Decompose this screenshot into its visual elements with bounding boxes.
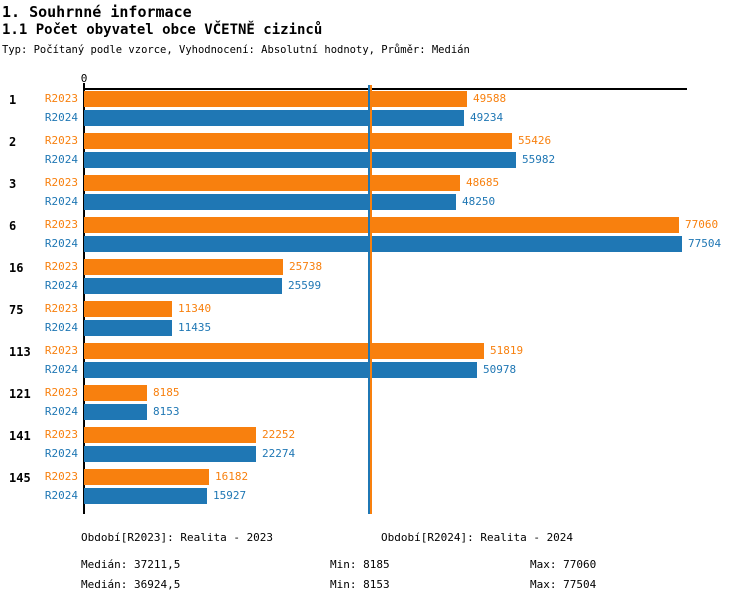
category-label: 113 xyxy=(9,345,31,359)
bar-r2023 xyxy=(84,343,484,359)
bar-value-r2024: 50978 xyxy=(483,363,517,376)
category-label: 16 xyxy=(9,261,24,275)
bar-value-r2023: 22252 xyxy=(262,428,296,441)
series-label-r2024: R2024 xyxy=(44,195,78,208)
chart-meta-line: Typ: Počítaný podle vzorce, Vyhodnocení:… xyxy=(2,44,470,56)
category-label: 2 xyxy=(9,135,17,149)
bar-value-r2024: 15927 xyxy=(213,489,247,502)
category-label: 145 xyxy=(9,471,31,485)
bar-r2023 xyxy=(84,91,467,107)
bar-r2024 xyxy=(84,362,477,378)
report-title: 1. Souhrnné informace xyxy=(2,3,192,21)
series-label-r2023: R2023 xyxy=(44,470,78,483)
stat-median-2024: Medián: 36924,5 xyxy=(81,578,181,591)
bar-value-r2023: 55426 xyxy=(518,134,552,147)
bar-r2023 xyxy=(84,175,460,191)
bar-r2024 xyxy=(84,404,147,420)
x-axis-line xyxy=(83,88,687,90)
series-label-r2024: R2024 xyxy=(44,447,78,460)
x-axis-tick xyxy=(83,83,85,88)
median-line-2024 xyxy=(368,85,370,514)
category-label: 1 xyxy=(9,93,17,107)
stat-min-2024: Min: 8153 xyxy=(330,578,390,591)
series-label-r2023: R2023 xyxy=(44,344,78,357)
stat-median-2023: Medián: 37211,5 xyxy=(81,558,181,571)
bar-r2023 xyxy=(84,427,256,443)
bar-value-r2023: 48685 xyxy=(466,176,500,189)
bar-value-r2023: 49588 xyxy=(473,92,507,105)
stat-min-2023: Min: 8185 xyxy=(330,558,390,571)
bar-value-r2024: 55982 xyxy=(522,153,556,166)
category-label: 141 xyxy=(9,429,31,443)
bar-r2023 xyxy=(84,133,512,149)
stat-max-2024: Max: 77504 xyxy=(530,578,597,591)
bar-r2023 xyxy=(84,217,679,233)
category-label: 75 xyxy=(9,303,24,317)
section-title: 1.1 Počet obyvatel obce VČETNĚ cizinců xyxy=(2,22,323,38)
x-axis-zero-label: 0 xyxy=(80,72,88,85)
bar-value-r2024: 25599 xyxy=(288,279,322,292)
bar-value-r2023: 25738 xyxy=(289,260,323,273)
bar-value-r2024: 11435 xyxy=(178,321,212,334)
series-label-r2023: R2023 xyxy=(44,302,78,315)
category-label: 121 xyxy=(9,387,31,401)
bar-r2024 xyxy=(84,236,682,252)
bar-value-r2023: 11340 xyxy=(178,302,212,315)
series-label-r2023: R2023 xyxy=(44,218,78,231)
series-label-r2024: R2024 xyxy=(44,153,78,166)
bar-r2024 xyxy=(84,194,456,210)
series-label-r2024: R2024 xyxy=(44,321,78,334)
series-label-r2024: R2024 xyxy=(44,363,78,376)
bar-r2024 xyxy=(84,446,256,462)
bar-value-r2024: 8153 xyxy=(153,405,180,418)
legend-period-2023: Období[R2023]: Realita - 2023 xyxy=(81,531,274,544)
series-label-r2023: R2023 xyxy=(44,260,78,273)
bar-value-r2024: 22274 xyxy=(262,447,296,460)
series-label-r2023: R2023 xyxy=(44,428,78,441)
series-label-r2024: R2024 xyxy=(44,489,78,502)
bar-r2024 xyxy=(84,110,464,126)
bar-value-r2023: 51819 xyxy=(490,344,524,357)
series-label-r2024: R2024 xyxy=(44,405,78,418)
bar-r2023 xyxy=(84,301,172,317)
bar-value-r2024: 77504 xyxy=(688,237,722,250)
bar-value-r2024: 48250 xyxy=(462,195,496,208)
category-label: 3 xyxy=(9,177,17,191)
bar-r2024 xyxy=(84,320,172,336)
median-line-2023 xyxy=(370,85,372,514)
bar-r2023 xyxy=(84,259,283,275)
series-label-r2023: R2023 xyxy=(44,134,78,147)
series-label-r2024: R2024 xyxy=(44,237,78,250)
bar-value-r2023: 8185 xyxy=(153,386,180,399)
bar-r2023 xyxy=(84,385,147,401)
legend-period-2024: Období[R2024]: Realita - 2024 xyxy=(381,531,574,544)
bar-r2024 xyxy=(84,278,282,294)
bar-value-r2023: 77060 xyxy=(685,218,719,231)
stat-max-2023: Max: 77060 xyxy=(530,558,597,571)
series-label-r2024: R2024 xyxy=(44,279,78,292)
series-label-r2023: R2023 xyxy=(44,92,78,105)
category-label: 6 xyxy=(9,219,17,233)
series-label-r2023: R2023 xyxy=(44,386,78,399)
series-label-r2024: R2024 xyxy=(44,111,78,124)
bar-value-r2023: 16182 xyxy=(215,470,249,483)
bar-value-r2024: 49234 xyxy=(470,111,504,124)
series-label-r2023: R2023 xyxy=(44,176,78,189)
bar-r2024 xyxy=(84,152,516,168)
bar-r2023 xyxy=(84,469,209,485)
bar-r2024 xyxy=(84,488,207,504)
